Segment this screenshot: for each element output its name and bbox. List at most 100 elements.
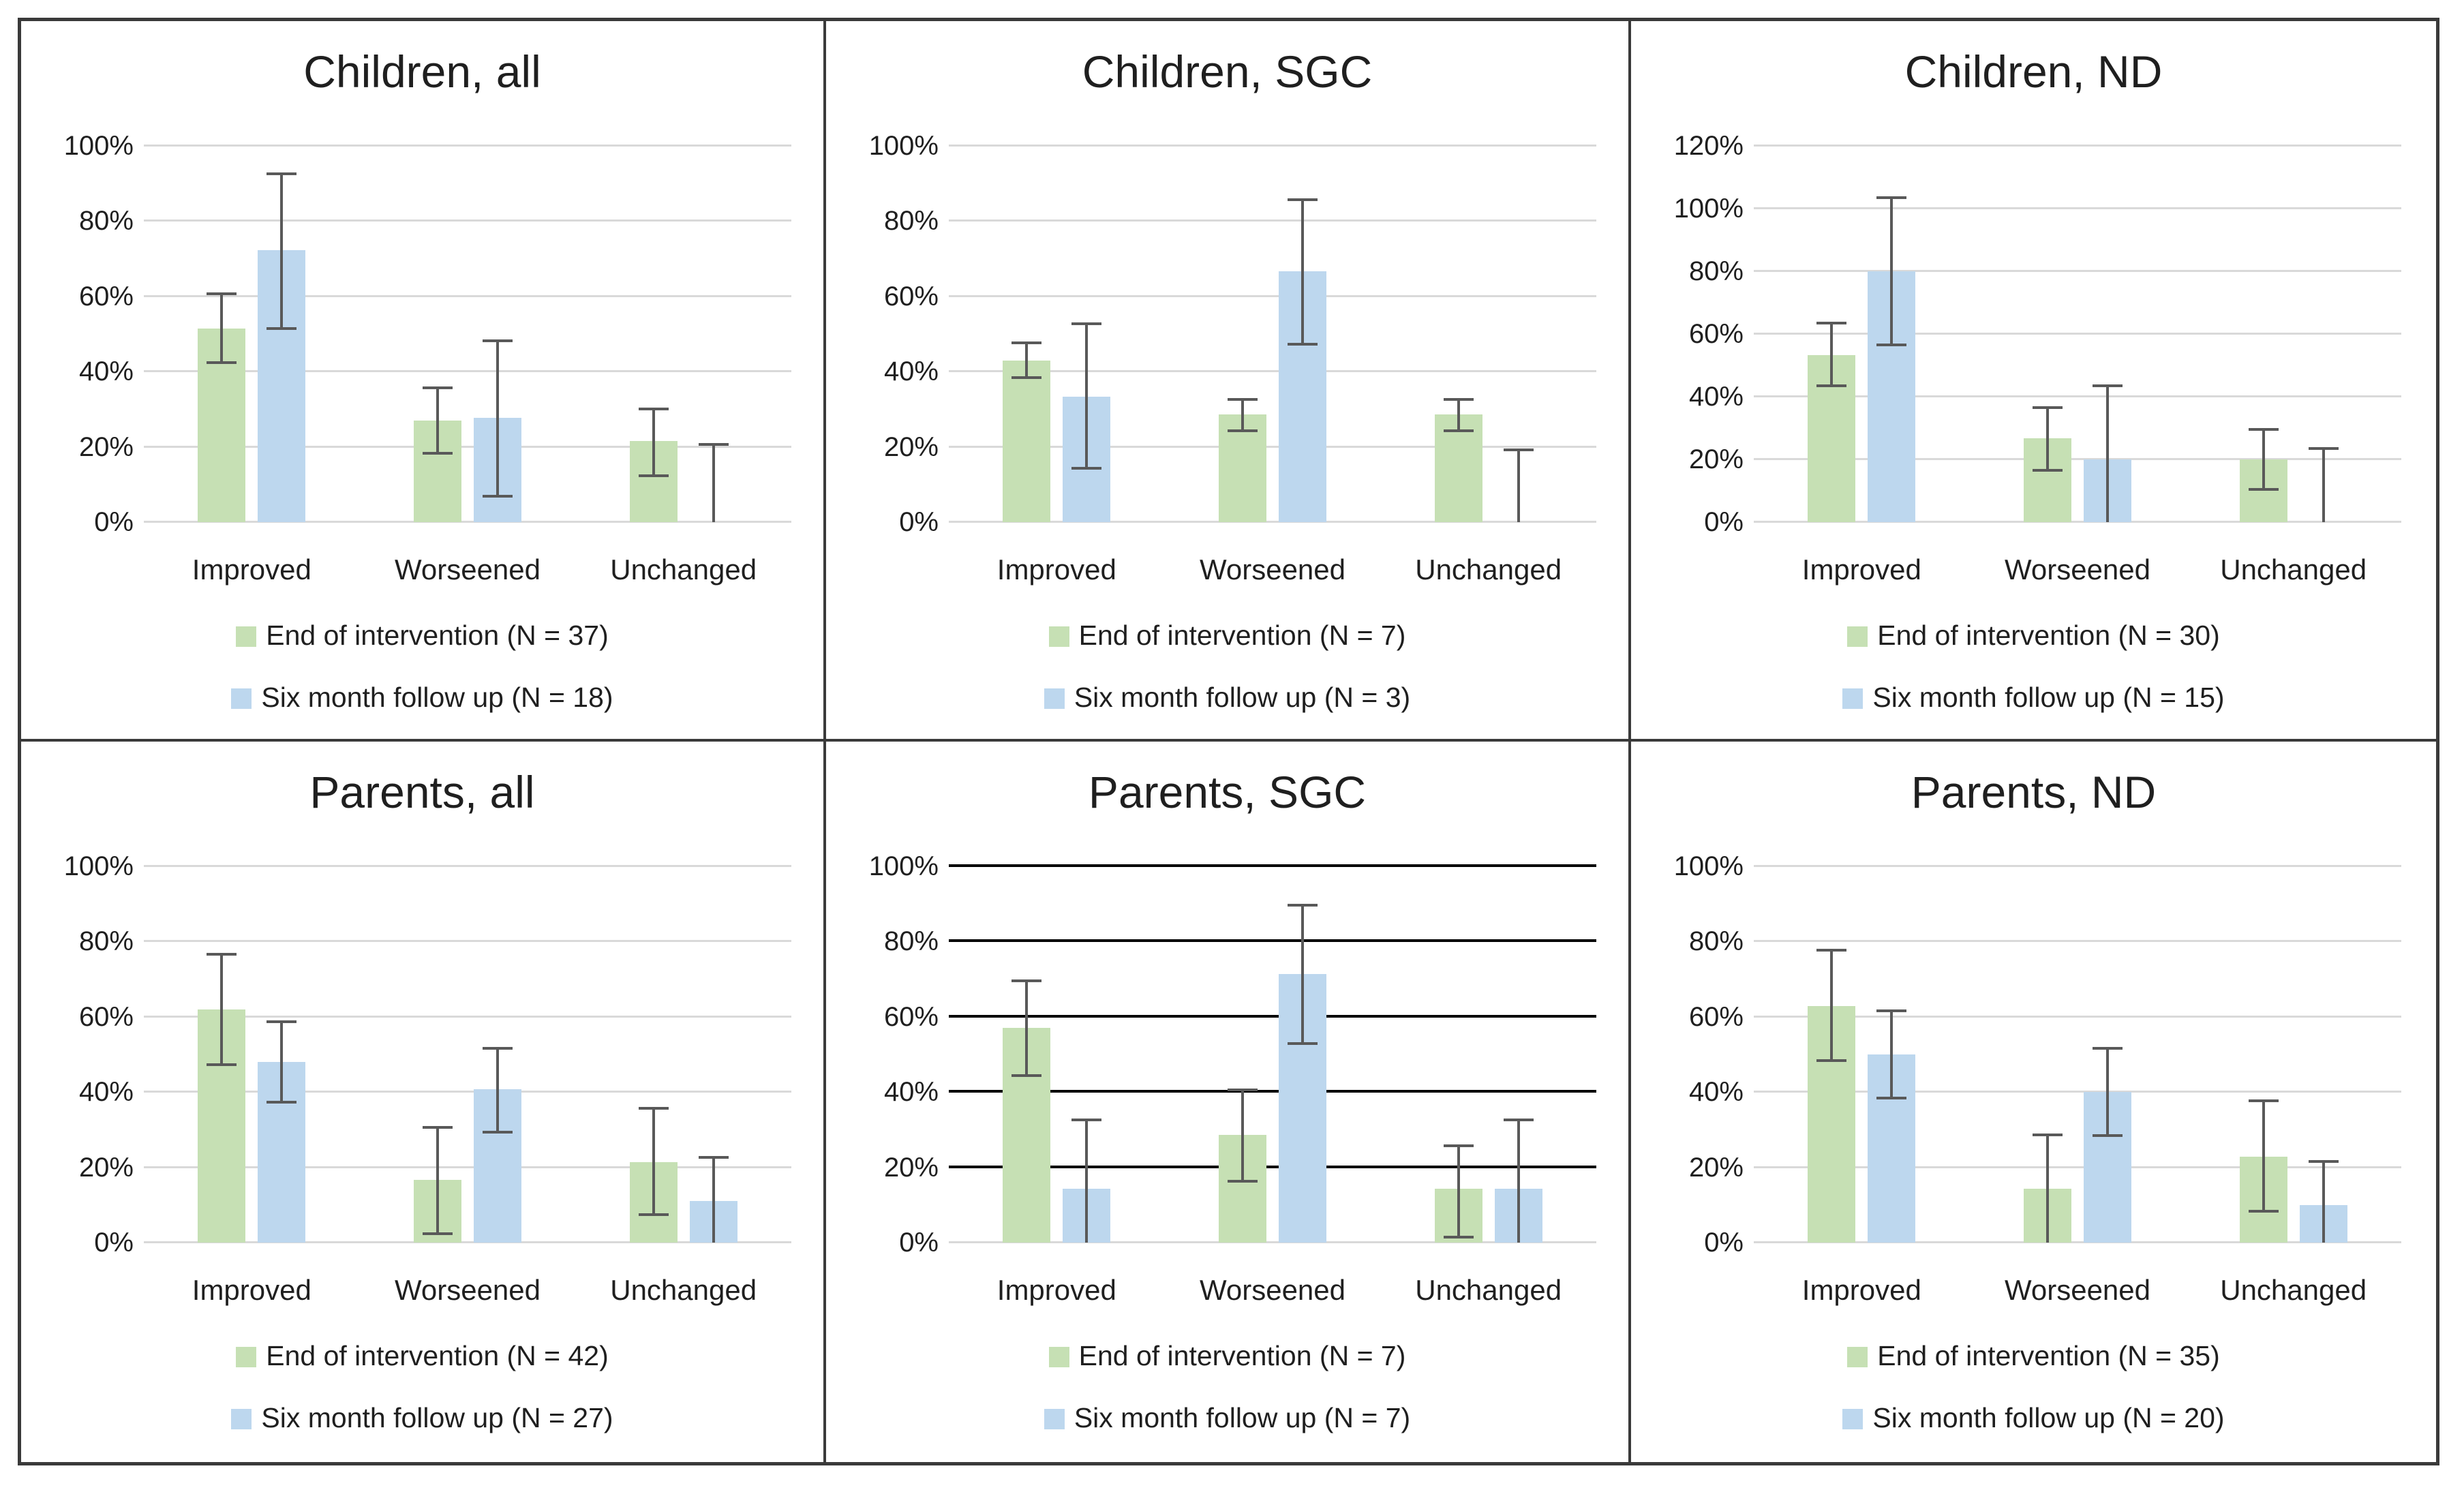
error-bar-cap-bottom [1876, 1097, 1907, 1100]
error-bar-cap-bottom [267, 1100, 297, 1104]
y-tick-label: 0% [94, 1228, 134, 1258]
error-bar-cap-bottom [1012, 376, 1042, 380]
error-bar-cap-bottom [423, 1232, 453, 1235]
error-bar-line [712, 1156, 715, 1243]
y-tick-label: 40% [883, 356, 939, 387]
legend-label: Six month follow up (N = 27) [261, 1402, 613, 1433]
error-bar-line [1085, 1118, 1089, 1243]
error-bar-cap-top [1816, 949, 1847, 952]
gridline [144, 1091, 791, 1093]
gridline [949, 445, 1596, 448]
error-bar-cap-top [1288, 904, 1318, 907]
y-tick-label: 0% [899, 1228, 939, 1258]
plot-area [1754, 145, 2401, 523]
x-category-label: Worseened [2004, 553, 2151, 586]
error-bar-line [1025, 979, 1029, 1078]
error-bar-line [436, 386, 439, 455]
legend-label: End of intervention (N = 37) [266, 620, 609, 651]
error-bar-cap-top [207, 292, 237, 296]
x-category-label: Improved [192, 553, 311, 586]
error-bar-line [1241, 397, 1244, 432]
y-tick-label: 60% [883, 281, 939, 311]
x-category-label: Improved [997, 1274, 1116, 1306]
chart-title: Children, all [303, 46, 541, 97]
error-bar-cap-top [638, 407, 669, 410]
gridline [949, 939, 1596, 943]
error-bar-cap-top [267, 172, 297, 175]
error-bar-line [1517, 448, 1520, 522]
plot-area [1754, 865, 2401, 1243]
legend-marker-six-month-follow-up [231, 688, 252, 709]
plot-area [949, 145, 1596, 523]
y-tick-label: 100% [63, 131, 134, 161]
gridline [949, 864, 1596, 867]
gridline [1754, 270, 2401, 272]
error-bar [1443, 397, 1474, 432]
error-bar [267, 172, 297, 331]
error-bar-cap-top [267, 1020, 297, 1024]
gridline [1754, 865, 2401, 867]
x-category-label: Worseened [394, 553, 541, 586]
error-bar-cap-top [1228, 397, 1258, 401]
x-category-label: Unchanged [1415, 553, 1562, 586]
error-bar [207, 952, 237, 1066]
error-bar [423, 1125, 453, 1235]
legend-row: Six month follow up (N = 27) [21, 1402, 823, 1433]
error-bar-cap-bottom [638, 1213, 669, 1217]
error-bar-cap-bottom [2033, 469, 2063, 472]
error-bar [1816, 321, 1847, 388]
chart-panel: Children, SGC 0% 20% 40% 60% 80% 100% Improved W… [826, 21, 1631, 742]
x-category-label: Worseened [394, 1274, 541, 1306]
gridline [144, 219, 791, 222]
error-bar-cap-top [1503, 448, 1534, 452]
y-tick-label: 0% [899, 507, 939, 537]
legend-row: End of intervention (N = 42) [21, 1340, 823, 1371]
x-category-label: Unchanged [610, 1274, 757, 1306]
error-bar [2093, 384, 2123, 522]
y-tick-label: 20% [1688, 1152, 1744, 1183]
y-tick-label: 80% [78, 926, 134, 957]
y-tick-label: 20% [883, 431, 939, 462]
error-bar-cap-top [1288, 198, 1318, 202]
legend-label: Six month follow up (N = 20) [1872, 1402, 2225, 1433]
error-bar-cap-bottom [1288, 1042, 1318, 1046]
error-bar-cap-top [1012, 341, 1042, 345]
error-bar [423, 386, 453, 455]
error-bar [698, 443, 729, 522]
error-bar-cap-bottom [2248, 488, 2279, 491]
error-bar [1816, 949, 1847, 1063]
legend-label: End of intervention (N = 7) [1078, 1340, 1406, 1371]
bar-end-of-intervention [1003, 361, 1051, 522]
error-bar-line [1890, 196, 1893, 347]
legend-row: End of intervention (N = 37) [21, 620, 823, 651]
error-bar-line [1830, 949, 1834, 1063]
error-bar [2248, 428, 2279, 491]
error-bar [1012, 979, 1042, 1078]
error-bar-line [2046, 1133, 2049, 1243]
legend-row: Six month follow up (N = 18) [21, 682, 823, 713]
error-bar-line [652, 1107, 655, 1217]
y-tick-label: 20% [78, 431, 134, 462]
error-bar-cap-top [638, 1107, 669, 1110]
error-bar-cap-top [2033, 406, 2063, 409]
y-tick-label: 40% [78, 356, 134, 387]
legend-row: Six month follow up (N = 15) [1631, 682, 2436, 713]
y-tick-label: 60% [78, 1001, 134, 1032]
error-bar-line [2046, 406, 2049, 472]
gridline [1754, 333, 2401, 335]
bar-end-of-intervention [1219, 414, 1266, 522]
legend-label: End of intervention (N = 35) [1877, 1340, 2220, 1371]
y-tick-label: 80% [1688, 926, 1744, 957]
legend-row: Six month follow up (N = 3) [826, 682, 1628, 713]
y-tick-label: 80% [883, 206, 939, 237]
error-bar-cap-bottom [1443, 1236, 1474, 1239]
y-tick-label: 100% [868, 851, 939, 881]
error-bar-cap-bottom [483, 1130, 513, 1134]
legend-row: End of intervention (N = 35) [1631, 1340, 2436, 1371]
legend-marker-six-month-follow-up [1842, 688, 1864, 709]
y-tick-label: 80% [883, 926, 939, 957]
error-bar [2093, 1046, 2123, 1138]
legend-marker-six-month-follow-up [1044, 1409, 1065, 1429]
x-category-label: Improved [1801, 553, 1921, 586]
legend-row: End of intervention (N = 7) [826, 1340, 1628, 1371]
